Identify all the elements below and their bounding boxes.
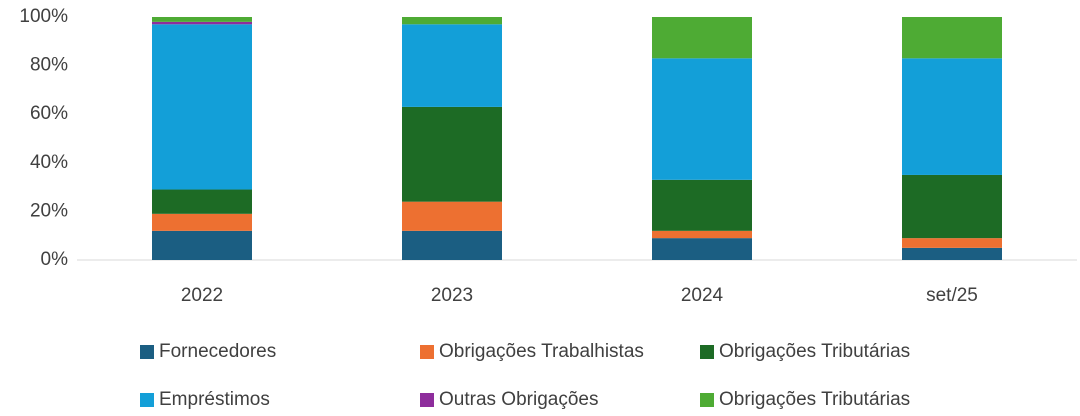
legend-swatch [420, 345, 434, 359]
bar-segment [652, 17, 752, 59]
legend-label: Obrigações Tributárias [719, 341, 910, 362]
legend-swatch [140, 393, 154, 407]
y-tick-label: 20% [30, 200, 68, 221]
x-tick-label: 2023 [431, 285, 473, 306]
legend-label: Fornecedores [159, 341, 276, 362]
legend-swatch [700, 393, 714, 407]
y-tick-label: 60% [30, 103, 68, 124]
legend-swatch [140, 345, 154, 359]
y-tick-label: 100% [19, 6, 68, 27]
bar-segment [652, 58, 752, 180]
legend-label: Outras Obrigações [439, 389, 598, 410]
x-tick-label: set/25 [926, 285, 978, 306]
bar-segment [902, 17, 1002, 59]
bar-segment [152, 21, 252, 25]
bar-segment [402, 24, 502, 107]
bar-segment [152, 189, 252, 214]
x-tick-label: 2024 [681, 285, 724, 306]
bar-segment [152, 17, 252, 22]
bar-segment [402, 17, 502, 25]
y-tick-label: 0% [41, 249, 69, 270]
legend-swatch [420, 393, 434, 407]
bar-segment [652, 230, 752, 239]
legend-swatch [700, 345, 714, 359]
bar-segment [652, 179, 752, 231]
bar-segment [152, 230, 252, 260]
bar-segment [652, 238, 752, 260]
y-tick-label: 80% [30, 55, 68, 76]
bar-segment [902, 58, 1002, 175]
bar-segment [152, 24, 252, 190]
legend-label: Obrigações Tributárias [719, 389, 910, 410]
bar-segment [402, 230, 502, 260]
y-tick-label: 40% [30, 152, 68, 173]
bar-segment [902, 174, 1002, 239]
x-tick-label: 2022 [181, 285, 223, 306]
bar-segment [402, 106, 502, 202]
bar-segment [902, 238, 1002, 248]
bar-segment [902, 247, 1002, 260]
legend-label: Empréstimos [159, 389, 270, 410]
bar-segment [152, 213, 252, 231]
bar-segment [402, 201, 502, 231]
legend-label: Obrigações Trabalhistas [439, 341, 644, 362]
